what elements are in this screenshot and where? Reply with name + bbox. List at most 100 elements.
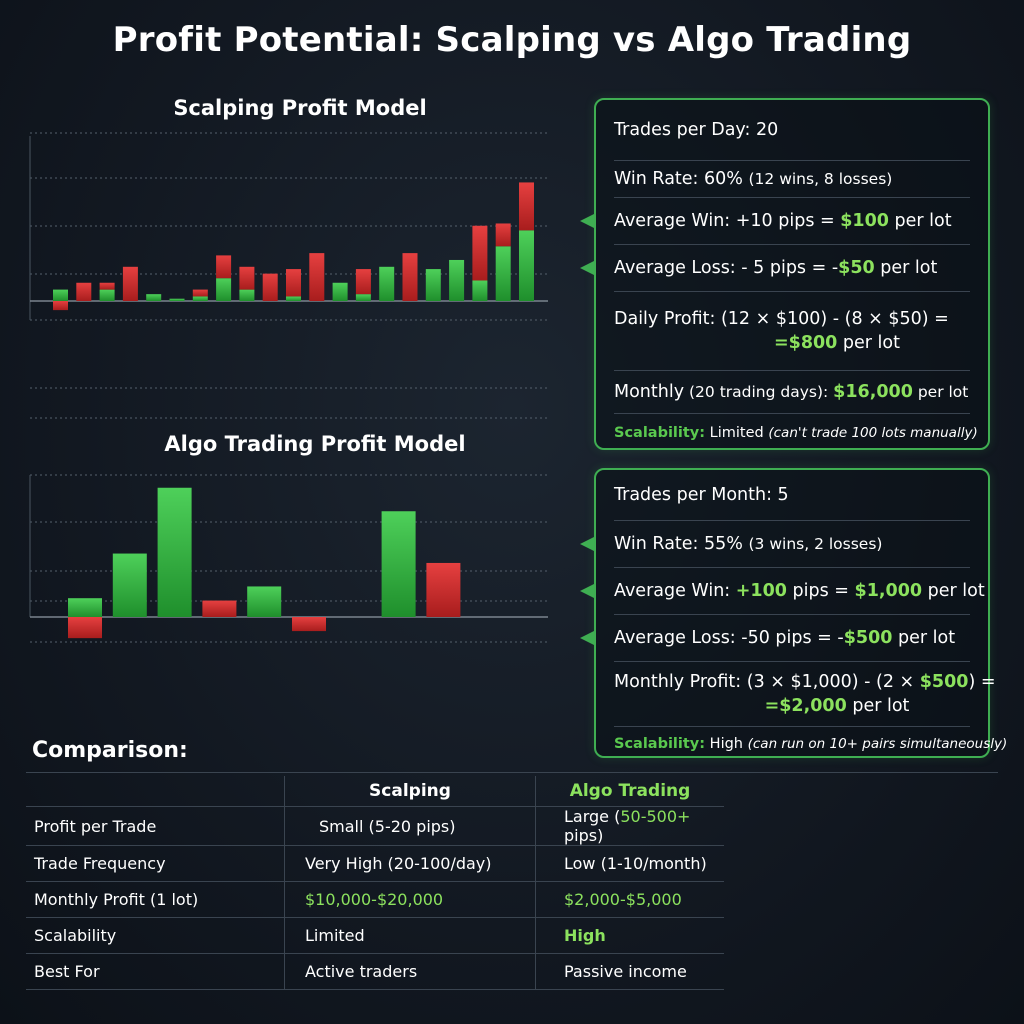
arrow-pointer-icon xyxy=(580,584,594,598)
arrow-pointer-icon xyxy=(580,214,594,228)
algo-average-loss-unit: per lot xyxy=(892,628,956,648)
loss-bar xyxy=(495,223,511,247)
algo-average-loss-row: Average Loss: -50 pips = -$500 per lot xyxy=(580,615,970,662)
algo-cell: Large (50-500+ pips) xyxy=(535,806,724,846)
algo-cell: Passive income xyxy=(535,953,724,990)
win-bar xyxy=(472,280,488,301)
win-bar xyxy=(286,296,301,301)
average-win-unit: per lot xyxy=(888,211,952,231)
win-bar xyxy=(53,289,68,301)
algo-scalability-note: (can run on 10+ pairs simultaneously) xyxy=(747,736,1008,752)
win-bar xyxy=(332,282,348,301)
win-bar xyxy=(379,266,395,301)
average-loss-value: $50 xyxy=(838,258,875,278)
algo-win-rate-row: Win Rate: 55% (3 wins, 2 losses) xyxy=(580,521,970,568)
algo-monthly-value: =$2,000 xyxy=(764,696,847,716)
comparison-table: Scalping Algo Trading Profit per Trade S… xyxy=(26,776,724,990)
win-rate-detail: (12 wins, 8 losses) xyxy=(748,170,893,188)
algo-win-rate: Win Rate: 55% xyxy=(614,534,743,554)
win-bar xyxy=(192,296,208,301)
trades-per-month-row: Trades per Month: 5 xyxy=(614,470,970,521)
win-bar xyxy=(112,553,147,617)
win-bar xyxy=(157,487,192,617)
header-scalping: Scalping xyxy=(284,776,536,807)
scalping-cell: Small (5-20 pips) xyxy=(284,806,536,846)
average-win-value: $100 xyxy=(840,211,889,231)
scalping-cell: Active traders xyxy=(284,953,536,990)
loss-bar xyxy=(53,301,68,311)
loss-bar xyxy=(192,289,208,297)
win-bar xyxy=(68,598,102,617)
average-win-label: Average Win: +10 pips = xyxy=(614,211,841,231)
loss-bar xyxy=(402,253,418,301)
loss-bar xyxy=(286,269,301,297)
loss-bar xyxy=(519,182,534,231)
algo-monthly-profit-row: Monthly Profit: (3 × $1,000) - (2 × $500… xyxy=(614,662,996,727)
scalping-chart-title: Scalping Profit Model xyxy=(173,96,427,120)
loss-bar xyxy=(309,253,325,301)
average-loss-unit: per lot xyxy=(874,258,938,278)
page-title: Profit Potential: Scalping vs Algo Tradi… xyxy=(112,20,912,60)
table-row: Trade Frequency Very High (20-100/day) L… xyxy=(26,845,724,882)
win-bar xyxy=(355,294,371,301)
algo-average-win-pips: +100 xyxy=(735,581,787,601)
loss-bar xyxy=(355,269,371,295)
average-loss-row: Average Loss: - 5 pips = -$50 per lot xyxy=(580,245,970,292)
win-bar xyxy=(381,511,416,617)
average-loss-label: Average Loss: - 5 pips = - xyxy=(614,258,839,278)
algo-profit-chart xyxy=(29,474,548,643)
scalping-profit-chart xyxy=(29,132,548,419)
win-bar xyxy=(495,246,511,301)
win-bar xyxy=(216,278,232,301)
trades-per-day: Trades per Day: 20 xyxy=(614,120,779,140)
algo-average-loss-value: $500 xyxy=(843,628,893,648)
algo-scalability-label: Scalability: xyxy=(614,736,706,752)
arrow-pointer-icon xyxy=(580,537,594,551)
algo-average-win-row: Average Win: +100 pips = $1,000 per lot xyxy=(580,568,985,615)
win-bar xyxy=(425,269,441,301)
monthly-label: Monthly xyxy=(614,382,685,402)
row-label: Profit per Trade xyxy=(26,806,285,846)
algo-scalability-value: High xyxy=(705,736,748,752)
algo-monthly-loss-term: $500 xyxy=(919,672,969,692)
loss-bar xyxy=(239,266,255,290)
loss-bar xyxy=(262,273,278,301)
algo-average-win-value: $1,000 xyxy=(854,581,923,601)
algo-chart-title: Algo Trading Profit Model xyxy=(164,432,466,456)
trades-per-day-row: Trades per Day: 20 xyxy=(614,100,970,161)
algo-monthly-formula: Monthly Profit: (3 × $1,000) - (2 × xyxy=(614,672,920,692)
algo-average-loss-label: Average Loss: -50 pips = - xyxy=(614,628,844,648)
win-rate: Win Rate: 60% xyxy=(614,169,743,189)
monthly-profit-row: Monthly (20 trading days): $16,000 per l… xyxy=(614,371,970,414)
header-algo-trading: Algo Trading xyxy=(535,776,724,807)
scalping-cell: Limited xyxy=(284,917,536,954)
win-bar xyxy=(239,289,255,301)
algo-monthly-close: ) = xyxy=(968,672,996,692)
win-bar xyxy=(99,289,115,301)
daily-profit-unit: per lot xyxy=(837,333,900,353)
win-bar xyxy=(146,294,162,301)
table-row: Profit per Trade Small (5-20 pips) Large… xyxy=(26,806,724,846)
monthly-days: (20 trading days): xyxy=(684,383,834,401)
algo-cell-suffix: pips) xyxy=(564,826,604,845)
loss-bar xyxy=(426,562,461,617)
algo-average-win-unit: per lot xyxy=(922,581,985,601)
algo-stats-panel: Trades per Month: 5 Win Rate: 55% (3 win… xyxy=(580,468,1007,761)
algo-win-rate-detail: (3 wins, 2 losses) xyxy=(748,535,883,553)
algo-cell-prefix: Large ( xyxy=(564,807,621,826)
loss-bar xyxy=(216,255,232,279)
average-win-row: Average Win: +10 pips = $100 per lot xyxy=(580,198,970,245)
row-label: Trade Frequency xyxy=(26,845,285,882)
table-row: Scalability Limited High xyxy=(26,917,724,954)
arrow-pointer-icon xyxy=(580,631,594,645)
loss-bar xyxy=(472,225,488,281)
comparison-header-row: Scalping Algo Trading xyxy=(26,776,724,807)
scalping-cell: $10,000-$20,000 xyxy=(284,881,536,918)
table-row: Best For Active traders Passive income xyxy=(26,953,724,990)
scalping-stats-panel: Trades per Day: 20 Win Rate: 60% (12 win… xyxy=(580,98,990,450)
algo-scalability-row: Scalability: High (can run on 10+ pairs … xyxy=(614,727,1007,761)
monthly-profit-unit: per lot xyxy=(912,383,969,401)
algo-cell: Low (1-10/month) xyxy=(535,845,724,882)
win-bar xyxy=(169,298,185,301)
daily-profit-value: =$800 xyxy=(773,333,838,353)
